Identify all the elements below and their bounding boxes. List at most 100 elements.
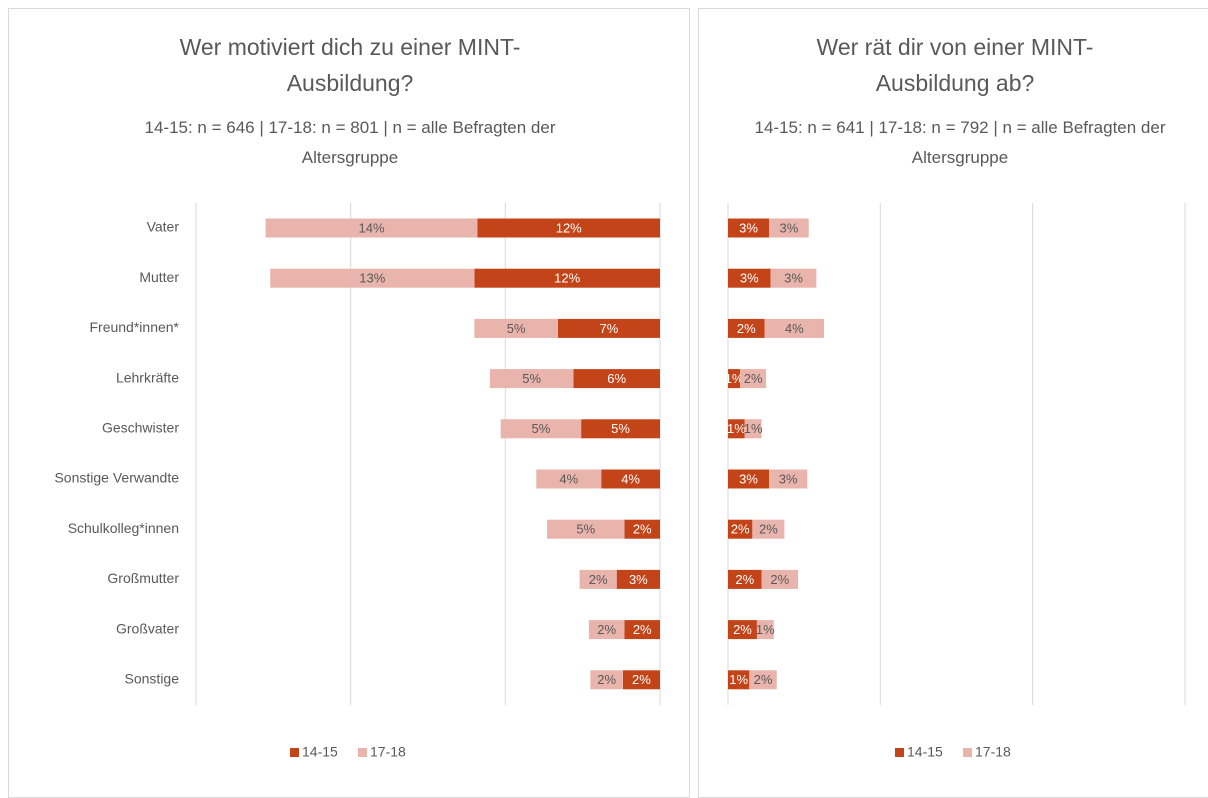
value-label: 5% — [611, 421, 630, 436]
bar-segment — [756, 620, 774, 640]
bar-segment — [477, 218, 660, 238]
bar-segment — [624, 519, 660, 539]
bar-segment — [728, 569, 762, 589]
value-label: 1% — [727, 421, 746, 436]
bar-segment — [489, 369, 574, 389]
bar-segment — [752, 519, 785, 539]
category-label: Sonstige Verwandte — [54, 470, 179, 486]
value-label: 1% — [744, 421, 763, 436]
value-label: 5% — [522, 371, 541, 386]
value-label: 2% — [597, 672, 616, 687]
value-label: 2% — [632, 672, 651, 687]
category-label: Geschwister — [102, 420, 179, 436]
value-label: 1% — [756, 622, 775, 637]
value-label: 2% — [731, 522, 750, 537]
bar-segment — [769, 469, 808, 489]
chart-title: Wer motiviert dich zu einer MINT-Ausbild… — [179, 34, 521, 96]
value-label: 2% — [633, 522, 652, 537]
bar-segment — [590, 670, 623, 690]
value-label: 14% — [359, 220, 385, 235]
page: Wer motiviert dich zu einer MINT-Ausbild… — [8, 8, 1208, 798]
bar-segment — [474, 268, 660, 288]
bar-segment — [624, 620, 660, 640]
bar-segment — [740, 369, 767, 389]
category-label: Großmutter — [107, 570, 179, 586]
bar-segment — [474, 318, 558, 338]
value-label: 2% — [733, 622, 752, 637]
bar-segment — [770, 268, 817, 288]
bar-segment — [270, 268, 475, 288]
category-label: Großvater — [116, 620, 179, 636]
bar-segment — [601, 469, 660, 489]
value-label: 2% — [589, 572, 608, 587]
bar-segment — [728, 218, 770, 238]
legend-label: 17-18 — [370, 744, 406, 760]
bar-segment — [547, 519, 625, 539]
bar-segment — [573, 369, 660, 389]
value-label: 2% — [633, 622, 652, 637]
legend-label: 17-18 — [975, 744, 1011, 760]
value-label: 2% — [770, 572, 789, 587]
value-label: 5% — [532, 421, 551, 436]
value-label: 12% — [554, 271, 580, 286]
value-label: 2% — [759, 522, 778, 537]
value-label: 2% — [737, 321, 756, 336]
value-label: 3% — [739, 471, 758, 486]
bar-segment — [728, 519, 753, 539]
bar-segment — [728, 419, 745, 439]
category-label: Mutter — [139, 269, 179, 285]
bar-segment — [728, 670, 750, 690]
bar-segment — [557, 318, 660, 338]
legend-label: 14-15 — [302, 744, 338, 760]
bar-segment — [749, 670, 777, 690]
legend-swatch — [290, 748, 299, 757]
bar-segment — [581, 419, 660, 439]
chart-subtitle: 14-15: n = 641 | 17-18: n = 792 | n = al… — [754, 118, 1166, 167]
value-label: 2% — [754, 672, 773, 687]
legend-swatch — [358, 748, 367, 757]
category-label: Lehrkräfte — [116, 369, 179, 385]
value-label: 5% — [576, 522, 595, 537]
value-label: 7% — [600, 321, 619, 336]
legend-label: 14-15 — [907, 744, 943, 760]
bar-segment — [764, 318, 824, 338]
value-label: 2% — [744, 371, 763, 386]
value-label: 13% — [359, 271, 385, 286]
value-label: 3% — [780, 220, 799, 235]
value-label: 5% — [507, 321, 526, 336]
value-label: 3% — [784, 271, 803, 286]
legend-swatch — [963, 748, 972, 757]
value-label: 2% — [597, 622, 616, 637]
legend-swatch — [895, 748, 904, 757]
bar-segment — [728, 268, 771, 288]
bar-segment — [728, 620, 757, 640]
category-label: Vater — [147, 219, 180, 235]
bar-segment — [265, 218, 478, 238]
bar-segment — [616, 569, 660, 589]
value-label: 4% — [559, 471, 578, 486]
category-label: Freund*innen* — [89, 319, 179, 335]
chart: Vater Mutter Freund*innen* Lehrkräfte Geschw… — [54, 203, 1186, 760]
category-label: Sonstige — [125, 671, 180, 687]
bar-segment — [728, 369, 741, 389]
chart-subtitle: 14-15: n = 646 | 17-18: n = 801 | n = al… — [144, 118, 556, 167]
bar-segment — [761, 569, 799, 589]
bar-segment — [579, 569, 617, 589]
bar-segment — [728, 318, 765, 338]
bar-segment — [500, 419, 582, 439]
value-label: 1% — [725, 371, 744, 386]
value-label: 2% — [735, 572, 754, 587]
chart-title: Wer rät dir von einer MINT-Ausbildung ab… — [816, 34, 1094, 96]
value-label: 4% — [785, 321, 804, 336]
bar-segment — [622, 670, 660, 690]
bar-segment — [744, 419, 762, 439]
value-label: 4% — [621, 471, 640, 486]
bar-segment — [728, 469, 770, 489]
value-label: 3% — [779, 471, 798, 486]
value-label: 3% — [739, 220, 758, 235]
value-label: 3% — [740, 271, 759, 286]
bar-segment — [536, 469, 602, 489]
value-label: 6% — [607, 371, 626, 386]
value-label: 12% — [556, 220, 582, 235]
value-label: 3% — [629, 572, 648, 587]
